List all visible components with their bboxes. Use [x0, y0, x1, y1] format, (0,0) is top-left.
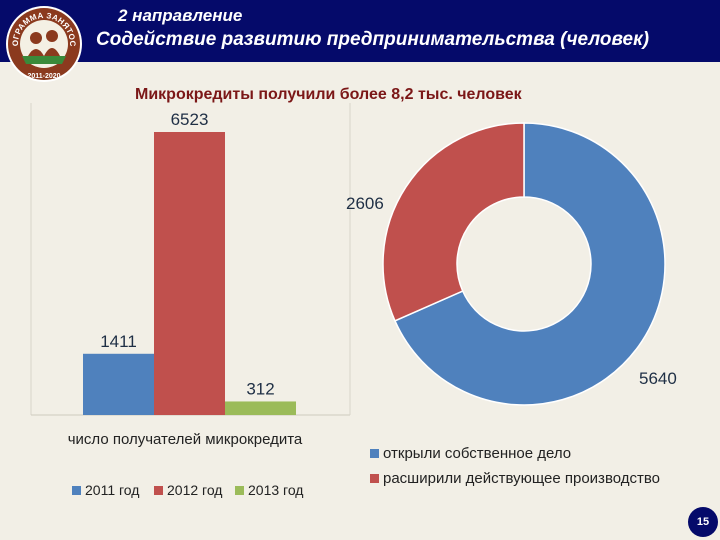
logo-text-bottom: 2011-2020	[27, 73, 60, 80]
bar-legend-label-2: 2012 год	[167, 482, 222, 498]
bar-3	[225, 401, 296, 415]
bar-legend-label-3: 2013 год	[248, 482, 303, 498]
bar-category-label: число получателей микрокредита	[68, 431, 303, 448]
bar-chart: 1411 6523 312 число получателей микрокредит…	[30, 103, 351, 498]
donut-legend-label-1: открыли собственное дело	[383, 445, 571, 462]
donut-label-1: 5640	[639, 369, 677, 388]
bar-label-1: 1411	[100, 332, 137, 351]
donut-legend-swatch-1	[370, 449, 379, 458]
header-title-line2: Содействие развитию предпринимательства …	[96, 29, 650, 50]
bar-1	[83, 353, 154, 415]
bar-legend-label-1: 2011 год	[85, 482, 139, 498]
bar-legend-swatch-1	[72, 486, 81, 495]
slide-subtitle: Микрокредиты получили более 8,2 тыс. чел…	[135, 86, 522, 103]
program-logo-icon: ПРОГРАММА ЗАНЯТОСТИ 2011-2020	[4, 4, 82, 82]
donut-slice-2	[382, 122, 525, 322]
donut-legend-swatch-2	[370, 474, 379, 483]
bar-legend-swatch-2	[154, 486, 163, 495]
donut-chart: 5640 2606 открыли собственное дело расширил…	[346, 122, 677, 487]
donut-label-2: 2606	[346, 194, 384, 213]
donut-slice-1	[393, 122, 666, 406]
header-bar	[0, 0, 720, 62]
bar-label-3: 312	[246, 379, 274, 398]
donut-legend-label-2: расширили действующее производство	[383, 470, 660, 487]
bar-label-2: 6523	[171, 110, 209, 129]
bar-legend-swatch-3	[235, 486, 244, 495]
page-number-badge: 15	[688, 507, 718, 537]
header-title-line1: 2 направление	[118, 6, 243, 25]
bar-2	[154, 132, 225, 415]
